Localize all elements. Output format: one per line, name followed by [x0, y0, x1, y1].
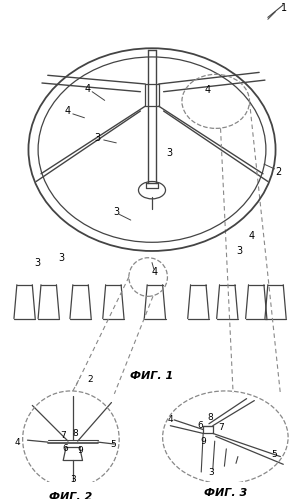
Text: 6: 6	[197, 421, 203, 430]
Text: 4: 4	[205, 85, 211, 95]
Text: ФИГ. 3: ФИГ. 3	[204, 488, 247, 499]
Text: 7: 7	[219, 423, 224, 432]
Text: 3: 3	[94, 133, 100, 143]
Text: 3: 3	[58, 252, 64, 263]
Text: 5: 5	[111, 440, 116, 449]
Text: 4: 4	[14, 438, 20, 447]
Text: 4: 4	[65, 106, 71, 116]
Text: 9: 9	[200, 437, 206, 446]
Text: 3: 3	[70, 475, 76, 484]
Text: 3: 3	[237, 246, 243, 256]
Text: 6: 6	[62, 445, 68, 454]
Text: 1: 1	[281, 2, 287, 12]
Text: 3: 3	[34, 257, 40, 267]
Text: 4: 4	[84, 84, 90, 94]
Text: 2: 2	[88, 375, 93, 384]
Text: 5: 5	[272, 450, 278, 459]
Text: 7: 7	[60, 431, 66, 440]
Text: 2: 2	[275, 167, 282, 177]
Text: 3: 3	[166, 148, 172, 158]
Text: 3: 3	[208, 468, 214, 477]
Text: ФИГ. 1: ФИГ. 1	[130, 371, 174, 381]
Text: 9: 9	[78, 446, 83, 455]
Text: 8: 8	[207, 414, 213, 423]
Text: 4: 4	[152, 267, 158, 277]
Text: 3: 3	[113, 208, 119, 218]
Text: 8: 8	[73, 429, 79, 438]
Text: 4: 4	[168, 415, 173, 425]
Text: ФИГ. 2: ФИГ. 2	[49, 492, 92, 499]
Text: 4: 4	[248, 232, 254, 242]
